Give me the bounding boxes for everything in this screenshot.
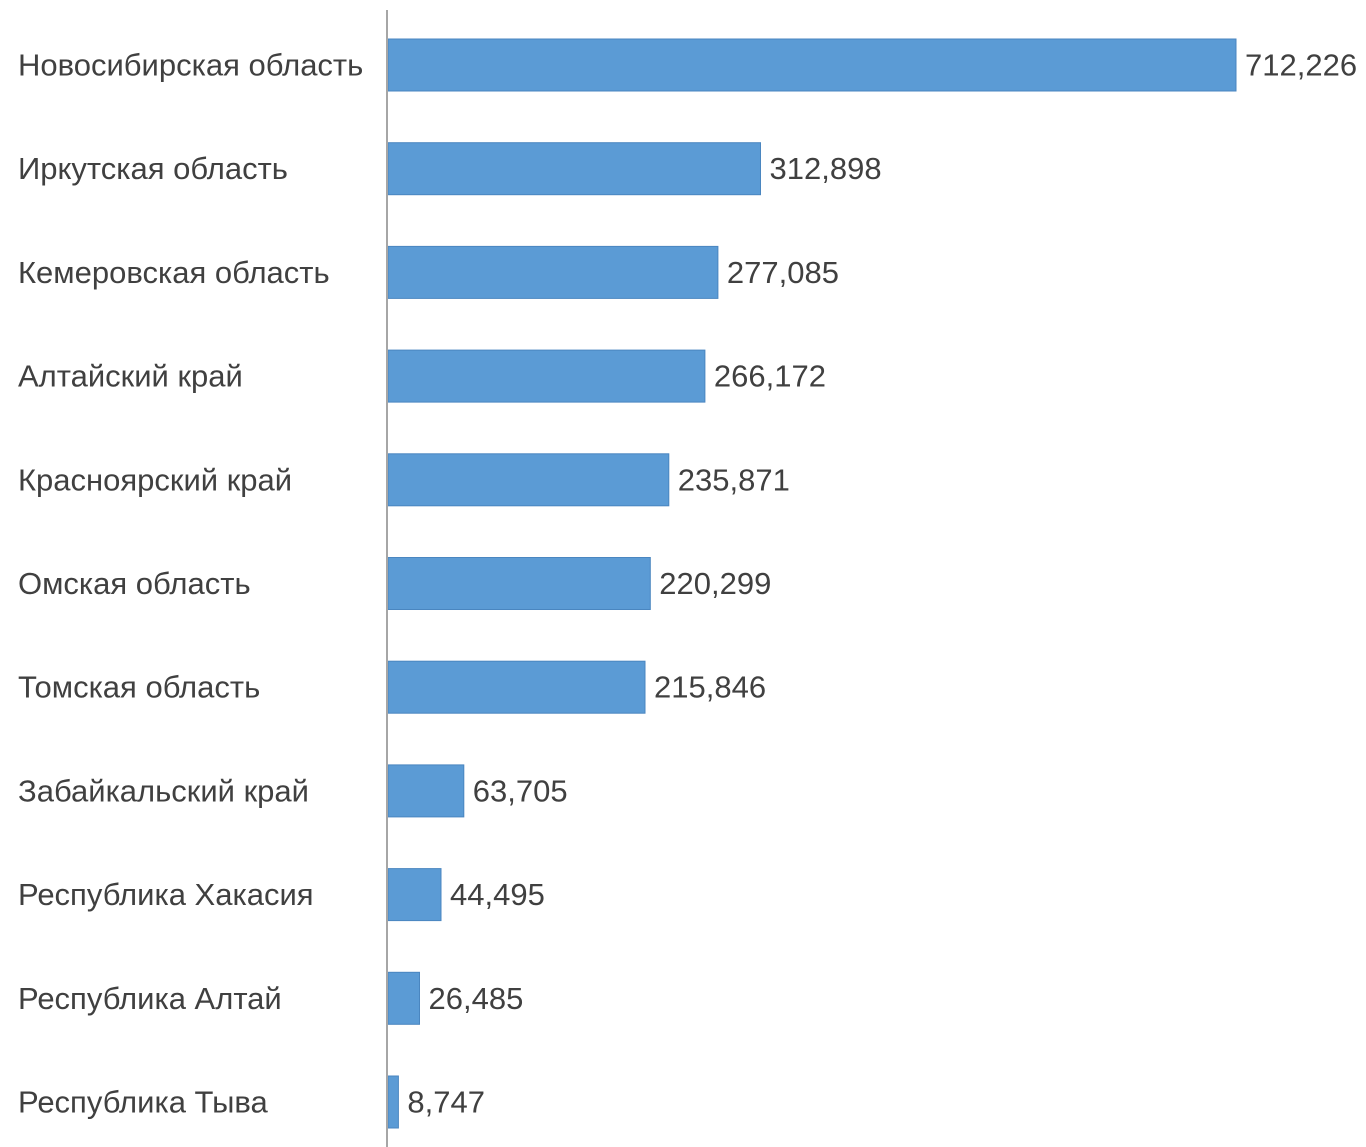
value-label-3: 266,172 bbox=[714, 359, 826, 394]
category-label-5: Омская область bbox=[18, 566, 251, 601]
bar-9 bbox=[387, 971, 420, 1025]
category-label-0: Новосибирская область bbox=[18, 48, 363, 83]
bar-5 bbox=[387, 557, 651, 610]
category-label-9: Республика Алтай bbox=[18, 981, 282, 1016]
value-label-6: 215,846 bbox=[654, 670, 766, 705]
category-label-2: Кемеровская область bbox=[18, 255, 330, 290]
bar-3 bbox=[387, 349, 706, 403]
bar-1 bbox=[387, 142, 761, 196]
value-label-2: 277,085 bbox=[727, 255, 839, 290]
value-label-0: 712,226 bbox=[1245, 48, 1357, 83]
value-label-8: 44,495 bbox=[450, 877, 545, 912]
bar-6 bbox=[387, 660, 646, 714]
value-labels-group: 712,226 312,898 277,085 266,172 235,871 220,2… bbox=[407, 48, 1357, 1120]
category-label-3: Алтайский край bbox=[18, 359, 243, 394]
category-label-6: Томская область bbox=[18, 670, 260, 705]
bar-4 bbox=[387, 453, 670, 507]
bar-0 bbox=[387, 38, 1237, 92]
category-label-10: Республика Тыва bbox=[18, 1085, 269, 1120]
value-label-7: 63,705 bbox=[473, 773, 568, 808]
bar-10 bbox=[387, 1075, 399, 1129]
category-labels-group: Новосибирская область Иркутская область Ке… bbox=[18, 48, 363, 1120]
category-label-8: Республика Хакасия bbox=[18, 877, 314, 912]
value-label-5: 220,299 bbox=[659, 566, 771, 601]
bar-7 bbox=[387, 764, 465, 818]
category-label-4: Красноярский край bbox=[18, 462, 292, 497]
category-label-7: Забайкальский край bbox=[18, 773, 309, 808]
category-label-1: Иркутская область bbox=[18, 151, 288, 186]
bar-8 bbox=[387, 868, 442, 922]
value-label-10: 8,747 bbox=[407, 1085, 485, 1120]
value-label-1: 312,898 bbox=[770, 151, 882, 186]
bar-2 bbox=[387, 245, 719, 299]
bars-group bbox=[387, 38, 1237, 1129]
value-label-9: 26,485 bbox=[429, 981, 524, 1016]
value-label-4: 235,871 bbox=[678, 462, 790, 497]
